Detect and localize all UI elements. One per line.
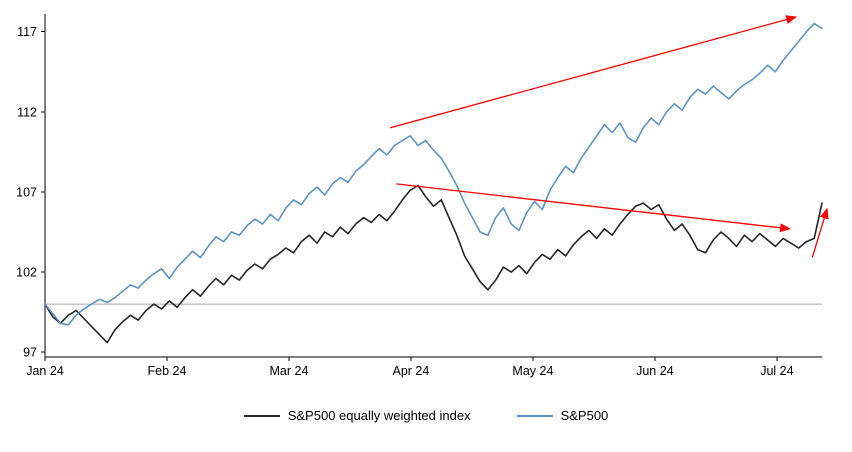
legend-label-equal-weight: S&P500 equally weighted index — [287, 408, 471, 423]
y-tick-label: 97 — [23, 346, 37, 360]
performance-line-chart: 97 102 107 112 117 Jan 24 Feb 24 Mar 24 Apr 24 Ma… — [16, 14, 829, 378]
equal-weight-line-sample — [243, 414, 280, 417]
sp500-series-line — [44, 22, 823, 326]
legend-item-sp500: S&P500 — [516, 408, 609, 423]
chart-legend: S&P500 equally weighted index S&P500 — [0, 408, 852, 423]
y-tick-label: 117 — [17, 25, 37, 39]
legend-label-sp500: S&P500 — [560, 408, 609, 423]
x-tick-label: Mar 24 — [270, 364, 309, 378]
x-tick-label: Jun 24 — [636, 364, 674, 378]
y-tick-label: 107 — [16, 185, 37, 199]
sp500-line-sample — [516, 414, 553, 417]
x-tick-label: Apr 24 — [393, 364, 430, 378]
equal-weight-series-line — [44, 184, 823, 344]
y-tick-label: 112 — [17, 105, 37, 119]
x-tick-label: Jul 24 — [760, 364, 793, 378]
y-tick-label: 102 — [16, 266, 37, 280]
trend-arrow-3 — [811, 207, 829, 258]
x-tick-label: May 24 — [512, 364, 553, 378]
x-tick-label: Feb 24 — [148, 364, 187, 378]
trend-arrow-2 — [396, 183, 792, 233]
legend-item-equal-weight: S&P500 equally weighted index — [243, 408, 471, 423]
trend-arrow-1 — [390, 15, 798, 129]
x-tick-label: Jan 24 — [26, 364, 64, 378]
